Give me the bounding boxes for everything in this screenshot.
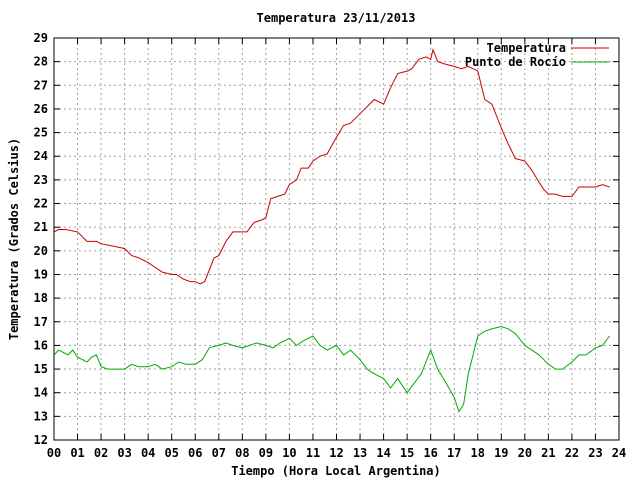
series-line-temperatura xyxy=(53,48,610,285)
legend-label-punto-de-rocio: Punto de Rocío xyxy=(465,55,566,69)
y-tick-label: 15 xyxy=(34,362,48,376)
grid xyxy=(54,38,619,440)
y-tick-label: 25 xyxy=(34,126,48,140)
x-tick-label: 06 xyxy=(188,446,202,460)
x-tick-label: 24 xyxy=(612,446,626,460)
y-tick-label: 17 xyxy=(34,315,48,329)
y-axis-label: Temperatura (Grados Celsius) xyxy=(7,138,21,340)
x-tick-label: 09 xyxy=(259,446,273,460)
y-tick-label: 29 xyxy=(34,31,48,45)
x-tick-label: 14 xyxy=(376,446,390,460)
legend: Temperatura Punto de Rocío xyxy=(465,41,609,69)
y-tick-label: 19 xyxy=(34,267,48,281)
series-line-punto-de-rocio xyxy=(53,325,610,413)
x-tick-label: 12 xyxy=(329,446,343,460)
y-tick-label: 20 xyxy=(34,244,48,258)
x-tick-label: 20 xyxy=(518,446,532,460)
legend-label-temperatura: Temperatura xyxy=(487,41,566,55)
y-tick-label: 18 xyxy=(34,291,48,305)
y-tick-label: 21 xyxy=(34,220,48,234)
y-tick-label: 27 xyxy=(34,78,48,92)
x-tick-label: 10 xyxy=(282,446,296,460)
y-tick-label: 22 xyxy=(34,197,48,211)
x-tick-label: 05 xyxy=(164,446,178,460)
x-tick-label: 18 xyxy=(471,446,485,460)
x-tick-label: 01 xyxy=(70,446,84,460)
x-tick-label: 16 xyxy=(423,446,437,460)
y-tick-label: 16 xyxy=(34,338,48,352)
chart-title: Temperatura 23/11/2013 xyxy=(257,11,416,25)
x-tick-label: 17 xyxy=(447,446,461,460)
y-tick-label: 24 xyxy=(34,149,48,163)
x-tick-label: 00 xyxy=(47,446,61,460)
x-tick-label: 15 xyxy=(400,446,414,460)
y-tick-label: 12 xyxy=(34,433,48,447)
x-tick-label: 22 xyxy=(565,446,579,460)
x-tick-label: 19 xyxy=(494,446,508,460)
x-axis-ticks: 00 01 02 03 04 05 06 07 08 09 10 11 12 13 14 15 16 17 18 19… xyxy=(47,38,626,460)
x-tick-label: 07 xyxy=(212,446,226,460)
y-tick-label: 13 xyxy=(34,409,48,423)
y-tick-label: 14 xyxy=(34,386,48,400)
x-tick-label: 23 xyxy=(588,446,602,460)
x-tick-label: 11 xyxy=(306,446,320,460)
x-axis-label: Tiempo (Hora Local Argentina) xyxy=(231,464,441,478)
y-tick-label: 28 xyxy=(34,55,48,69)
x-tick-label: 02 xyxy=(94,446,108,460)
x-tick-label: 21 xyxy=(541,446,555,460)
x-tick-label: 04 xyxy=(141,446,155,460)
series-layer xyxy=(53,48,610,413)
x-tick-label: 13 xyxy=(353,446,367,460)
y-tick-label: 23 xyxy=(34,173,48,187)
x-tick-label: 08 xyxy=(235,446,249,460)
y-tick-label: 26 xyxy=(34,102,48,116)
y-axis-ticks: 12 13 14 15 16 17 18 19 20 21 22 23 24 25 26 27 28 29 xyxy=(34,31,619,447)
x-tick-label: 03 xyxy=(117,446,131,460)
